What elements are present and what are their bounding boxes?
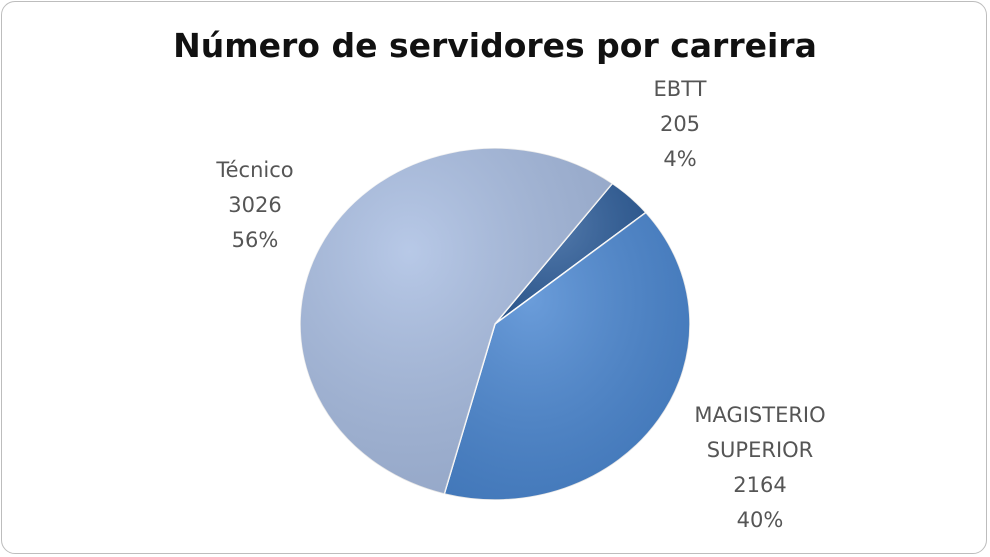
data-label-value: 2164	[733, 473, 787, 497]
data-label-value: 205	[659, 112, 701, 136]
data-label-percent: 4%	[663, 147, 697, 171]
data-label-percent: 40%	[736, 508, 784, 532]
data-label-name: MAGISTERIO SUPERIOR	[694, 403, 826, 462]
data-label-name: EBTT	[653, 77, 707, 101]
data-label-name: Técnico	[216, 158, 294, 182]
data-label-value: 3026	[228, 193, 282, 217]
data-label-percent: 56%	[231, 228, 279, 252]
chart-title: Número de servidores por carreira	[173, 26, 817, 65]
